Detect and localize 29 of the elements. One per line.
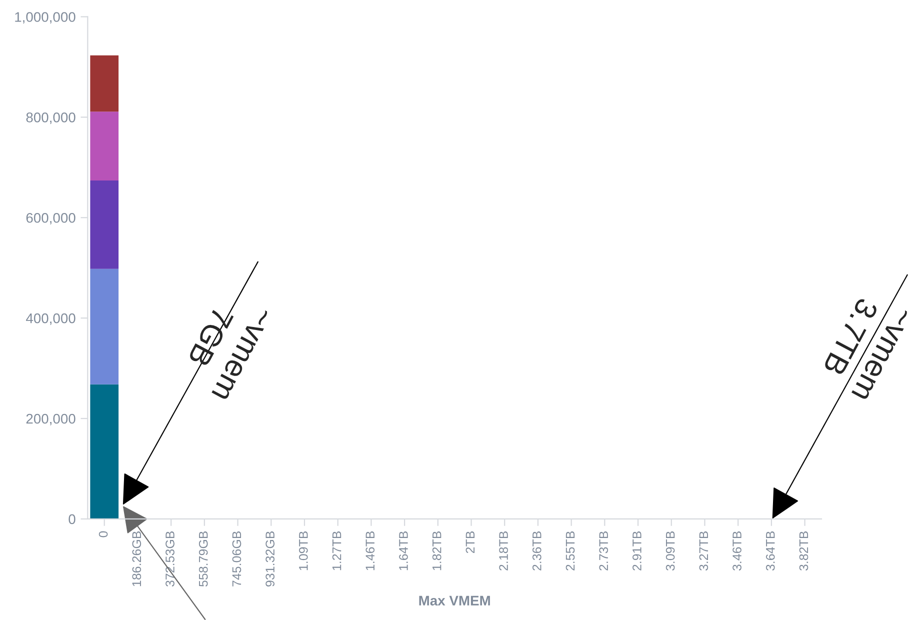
y-tick-label: 800,000: [26, 112, 76, 124]
x-tick-label: 931.32GB: [266, 531, 274, 586]
x-tick-label: 1.46TB: [366, 531, 375, 570]
x-tick-label: 3.46TB: [732, 531, 742, 571]
x-tick-label: 1.09TB: [298, 531, 308, 570]
x-tick-label: 558.79GB: [198, 531, 208, 587]
x-axis-title: Max VMEM: [419, 596, 490, 606]
x-tick-label: 2.36TB: [532, 531, 542, 570]
x-tick-label: 3.27TB: [699, 531, 708, 571]
x-tick-label: 3.64TB: [766, 531, 775, 571]
x-tick-label: 1.64TB: [399, 531, 408, 570]
x-tick-label: 1.27TB: [332, 531, 342, 570]
y-tick-label: 1,000,000: [15, 12, 76, 24]
x-tick-label: 2.91TB: [632, 531, 642, 570]
x-tick-label: 0: [98, 531, 108, 538]
y-tick-label: 0: [68, 514, 76, 524]
x-tick-label: 3.09TB: [666, 531, 675, 571]
x-tick-label: 2TB: [466, 531, 474, 554]
x-tick-label: 1.82TB: [432, 531, 442, 570]
x-tick-label: 745.06GB: [232, 531, 242, 586]
x-tick-label: 3.82TB: [799, 531, 808, 571]
x-tick-label: 186.26GB: [132, 531, 142, 586]
x-tick-label: 372.53GB: [166, 531, 174, 587]
y-tick-label: 400,000: [26, 313, 76, 325]
y-tick-label: 200,000: [26, 414, 76, 426]
x-tick-label: 2.18TB: [499, 531, 508, 570]
y-tick-label: 600,000: [26, 212, 76, 224]
x-tick-label: 2.55TB: [566, 531, 575, 570]
x-tick-label: 2.73TB: [599, 531, 608, 570]
